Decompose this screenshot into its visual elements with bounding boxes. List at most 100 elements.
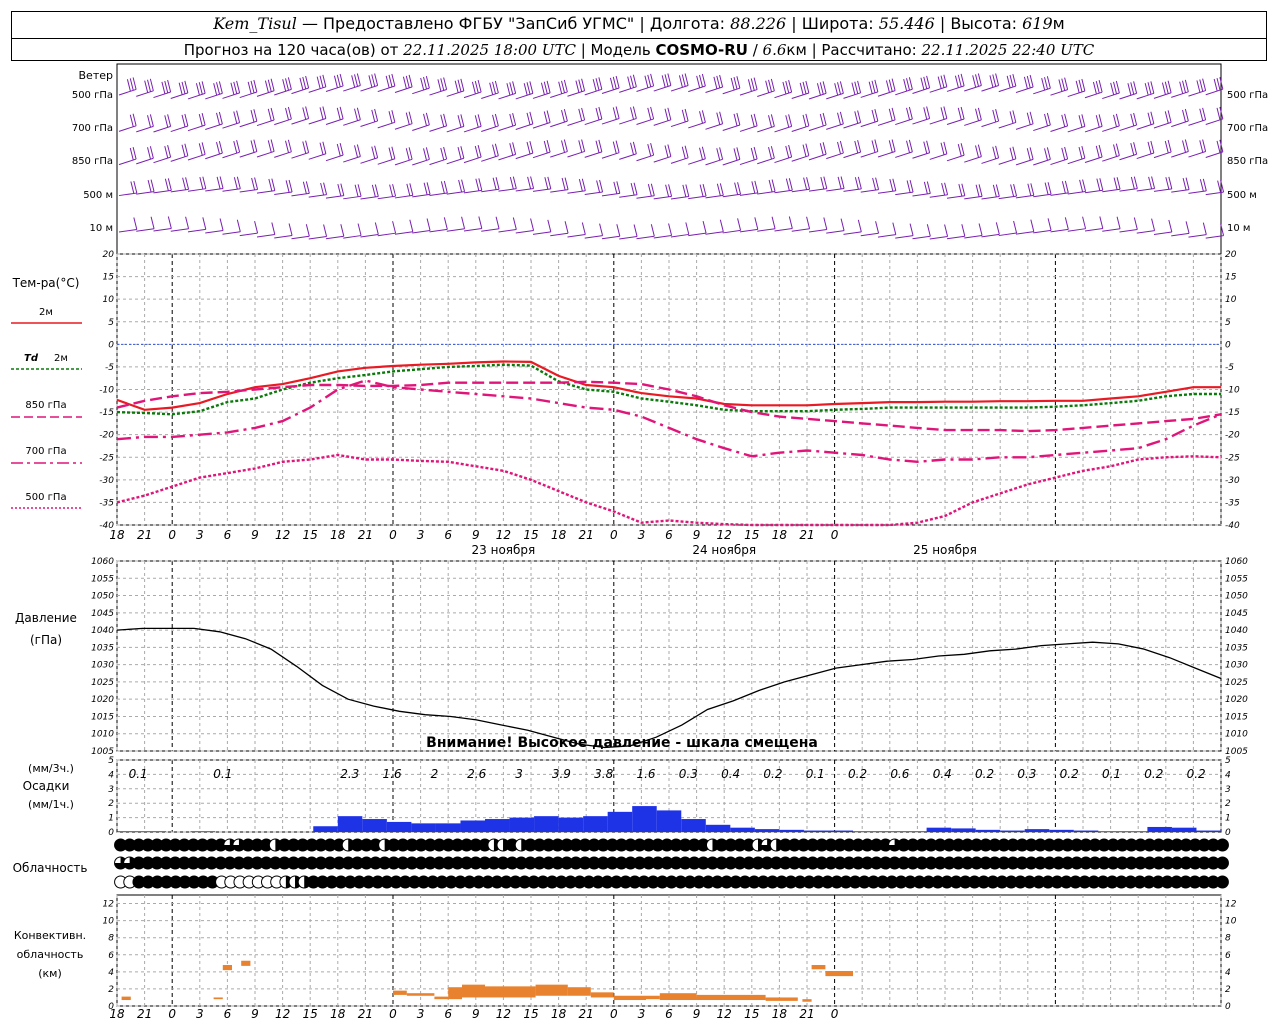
wind-barb-shaft xyxy=(774,189,793,194)
convective-bar xyxy=(659,993,697,1001)
wind-barb-shaft xyxy=(826,123,844,130)
precip-title: Осадки xyxy=(23,779,70,793)
wind-barb-feather xyxy=(785,178,790,191)
wind-barb-feather xyxy=(736,76,741,89)
wind-barb-feather xyxy=(454,80,459,93)
wind-barb-feather xyxy=(581,107,586,121)
precipitation-3h-sum: 0.1 xyxy=(129,767,148,781)
pressure-ytick-right: 1045 xyxy=(1225,609,1248,619)
wind-barb-feather xyxy=(940,75,945,88)
wind-barb-feather xyxy=(509,113,514,127)
precipitation-3h-sum: 0.1 xyxy=(1102,767,1121,781)
wind-barb-feather xyxy=(250,110,255,123)
wind-barb-feather xyxy=(972,75,977,88)
wind-level-right-500hpa: 500 гПа xyxy=(1227,90,1268,101)
wind-barb-feather xyxy=(1012,110,1017,123)
wind-barb-shaft xyxy=(187,188,206,192)
wind-barb-feather xyxy=(492,81,497,94)
wind-barb-feather xyxy=(443,146,448,160)
wind-barb-feather xyxy=(885,80,890,93)
wind-barb-feather xyxy=(305,106,310,119)
wind-barb-feather xyxy=(323,182,328,195)
precipitation-3h-sum: 0.1 xyxy=(806,767,825,781)
wind-barb-shaft xyxy=(343,195,362,200)
wind-barb-feather xyxy=(615,75,620,89)
wind-barb-shaft xyxy=(153,228,172,232)
wind-barb-feather xyxy=(857,139,862,153)
wind-barb-feather xyxy=(460,78,465,91)
wind-barb-shaft xyxy=(481,228,500,232)
wind-barb-feather xyxy=(753,77,758,90)
wind-barb-feather xyxy=(891,139,896,152)
wind-barb-shaft xyxy=(325,235,344,240)
wind-barb-shaft xyxy=(981,195,1000,200)
wind-barb-shaft xyxy=(256,233,275,238)
wind-barb-feather xyxy=(598,77,603,90)
wind-barb-feather xyxy=(906,180,911,193)
wind-barb-feather xyxy=(230,82,235,95)
convective-panel: 0 0 2 2 4 4 6 6 8 8 10 10 12 12 Конвективн. облачност… xyxy=(14,894,1237,1012)
wind-barb-shaft xyxy=(481,92,499,99)
convective-ytick-left: 2 xyxy=(108,985,114,995)
wind-barb-feather xyxy=(1029,147,1034,160)
wind-barb-feather xyxy=(926,106,931,119)
wind-barb-feather xyxy=(1113,144,1118,157)
wind-barb-feather xyxy=(544,177,549,190)
wind-barb-feather xyxy=(1061,114,1066,127)
wind-barb-feather xyxy=(785,80,790,94)
wind-barb-feather xyxy=(699,74,704,88)
wind-barb-feather xyxy=(733,76,738,90)
convective-ytick-left: 4 xyxy=(108,968,114,978)
wind-barb-feather xyxy=(371,146,376,159)
wind-barb-feather xyxy=(989,75,994,88)
wind-barb-feather xyxy=(512,217,517,230)
wind-barb-shaft xyxy=(584,235,603,239)
wind-barb-feather xyxy=(995,184,1000,197)
wind-barb-feather xyxy=(356,107,361,120)
temperature-ytick-right: 0 xyxy=(1225,340,1231,350)
wind-barb-feather xyxy=(267,79,272,92)
precipitation-3h-sum: 1.6 xyxy=(636,767,655,781)
wind-barb-feather xyxy=(992,184,997,198)
precipitation-bar xyxy=(313,826,338,832)
wind-barb-feather xyxy=(267,140,272,153)
wind-barb-feather xyxy=(1182,140,1187,153)
wind-barb-feather xyxy=(302,141,307,154)
precipitation-bar xyxy=(1196,830,1221,832)
precipitation-bar xyxy=(1098,831,1123,832)
wind-barb-shaft xyxy=(239,189,258,193)
wind-barb-shaft xyxy=(550,232,569,237)
wind-barb-feather xyxy=(888,140,893,153)
wind-barb-feather xyxy=(875,177,880,190)
wind-barb-shaft xyxy=(118,228,137,233)
wind-barb-feather xyxy=(322,141,327,154)
wind-barb-feather xyxy=(578,108,583,121)
precipitation-bar xyxy=(509,817,535,832)
wind-barb-feather xyxy=(977,107,982,120)
station-name: Kem_Tisul xyxy=(213,14,297,33)
pressure-ytick-left: 1060 xyxy=(91,557,114,567)
wind-barb-feather xyxy=(1199,179,1204,192)
wind-barb-feather xyxy=(374,222,379,235)
wind-barb-feather xyxy=(406,183,411,196)
wind-barb-feather xyxy=(684,145,689,158)
wind-barb-feather xyxy=(253,109,258,122)
wind-barb-feather xyxy=(871,109,876,123)
wind-barb-feather xyxy=(575,80,580,93)
wind-barb-feather xyxy=(1220,180,1225,193)
wind-barb-feather xyxy=(546,80,551,93)
wind-barb-feather xyxy=(1185,177,1190,190)
wind-barb-feather xyxy=(425,147,430,160)
temperature-ytick-right: 20 xyxy=(1225,250,1237,260)
wind-barb-feather xyxy=(337,183,342,197)
time-tick-label: 3 xyxy=(638,1007,646,1021)
wind-barb-feather xyxy=(908,77,913,90)
wind-barb-feather xyxy=(750,147,755,161)
wind-barb-feather xyxy=(770,78,775,92)
wind-barb-feather xyxy=(751,181,756,194)
wind-barb-feather xyxy=(1029,111,1034,124)
wind-barb-shaft xyxy=(463,189,482,194)
wind-barb-feather xyxy=(250,80,255,94)
wind-barb-shaft xyxy=(153,189,172,194)
wind-barb-feather xyxy=(1079,179,1084,193)
